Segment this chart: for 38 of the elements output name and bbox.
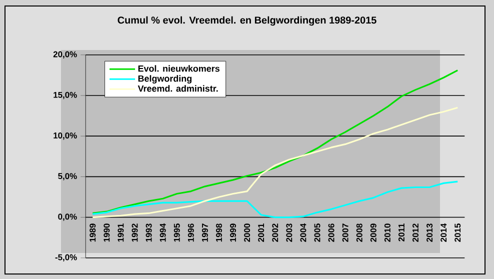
x-tick-label: 2000	[244, 224, 250, 242]
x-tick-label: 2007	[342, 224, 348, 242]
chart-title: Cumul % evol. Vreemdel. en Belgwordingen 1989-2015	[118, 16, 376, 26]
legend-label: Evol. nieuwkomers	[138, 65, 220, 72]
x-tick-label: 1989	[90, 224, 96, 242]
x-tick-label: 2010	[384, 224, 390, 242]
x-tick-label: 2006	[328, 224, 334, 242]
line-series	[92, 106, 458, 218]
x-tick-label: 2004	[300, 223, 306, 242]
y-tick-label: 15,0%	[54, 92, 77, 100]
x-tick-label: 2012	[412, 224, 418, 242]
x-tick-label: 1995	[174, 224, 180, 242]
x-tick-label: 1993	[146, 224, 152, 242]
y-tick-label: 0,0%	[58, 214, 77, 221]
x-tick-label: 1991	[118, 224, 124, 242]
y-tick-label: 5,0%	[58, 173, 77, 180]
x-tick-label: 2002	[272, 224, 278, 242]
x-tick-label: 1997	[202, 224, 208, 242]
legend-label: Vreemd. administr.	[138, 85, 218, 92]
legend-label: Belgwording	[138, 75, 192, 84]
x-tick-label: 2011	[398, 224, 404, 242]
x-tick-label: 1996	[188, 224, 194, 242]
x-tick-label: 2008	[356, 224, 362, 242]
x-tick-label: 2014	[440, 223, 447, 242]
x-tick-label: 2015	[454, 224, 461, 242]
y-tick-label: 10,0%	[54, 132, 77, 140]
x-tick-label: 1992	[132, 224, 138, 242]
x-tick-label: 1994	[160, 223, 166, 242]
y-tick-label: 20,0%	[53, 51, 77, 58]
y-tick-label: -5,0%	[55, 254, 77, 262]
x-tick-label: 2009	[370, 224, 376, 242]
x-tick-label: 1990	[104, 224, 110, 242]
x-tick-label: 1998	[216, 224, 222, 242]
x-tick-label: 1999	[230, 224, 236, 242]
x-tick-label: 2005	[314, 224, 320, 242]
x-tick-label: 2003	[286, 224, 292, 242]
x-tick-label: 2013	[426, 224, 433, 242]
x-tick-label: 2001	[258, 224, 264, 242]
